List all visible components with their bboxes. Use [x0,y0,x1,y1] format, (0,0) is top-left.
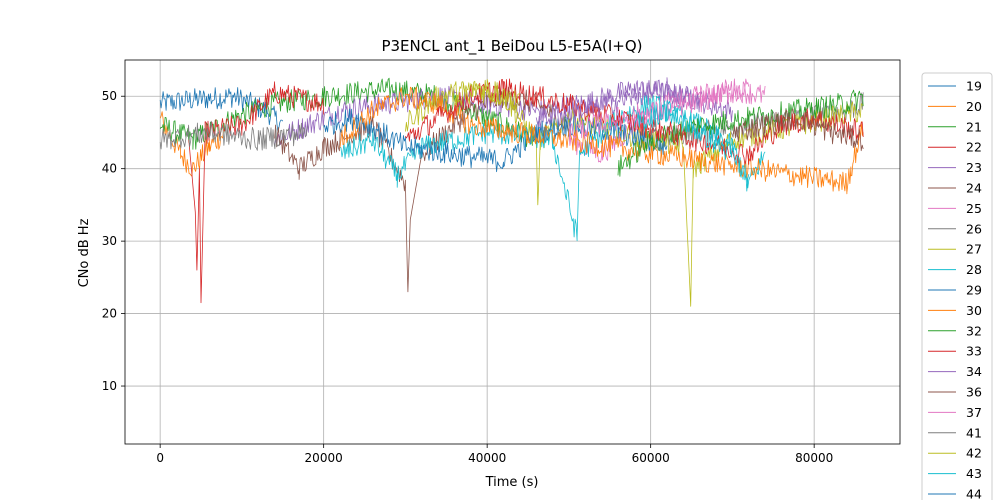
series-line-19 [159,87,284,133]
legend-label-26: 26 [966,221,982,236]
series-line-34 [535,77,701,129]
series-line-36 [732,108,864,152]
legend-label-41: 41 [966,425,982,440]
legend-label-21: 21 [966,119,982,134]
legend-label-23: 23 [966,160,982,175]
x-tick-label: 0 [156,451,164,465]
legend-label-30: 30 [966,303,982,318]
x-tick-label: 20000 [305,451,343,465]
series-line-43 [633,101,750,192]
legend-label-43: 43 [966,466,982,481]
series-line-28 [339,94,766,242]
y-tick-label: 40 [102,162,117,176]
series-line-26 [650,92,864,149]
legend-label-37: 37 [966,405,982,420]
series-line-22 [188,81,325,304]
plot-frame [124,59,901,445]
legend-label-33: 33 [966,344,982,359]
x-tick-label: 60000 [632,451,670,465]
x-axis-label: Time (s) [485,475,539,490]
legend-label-25: 25 [966,201,982,216]
axes-frame [124,59,901,445]
y-tick-label: 10 [102,379,117,393]
x-tick-label: 80000 [795,451,833,465]
legend-box [921,72,993,500]
y-axis-ticks: 10 20 30 40 50 [102,89,125,393]
legend-label-19: 19 [966,79,982,94]
series-line-42 [454,79,521,114]
legend-label-44: 44 [966,487,982,500]
legend-label-24: 24 [966,181,982,196]
legend: 19 20 21 22 23 24 25 26 27 28 29 30 32 33 34 36 37 41 42 43… [921,72,993,500]
legend-label-32: 32 [966,323,982,338]
legend-label-20: 20 [966,99,982,114]
chart-title: P3ENCL ant_1 BeiDou L5-E5A(I+Q) [381,37,642,56]
y-tick-label: 30 [102,234,117,248]
x-axis-ticks: 0 20000 40000 60000 80000 [156,444,833,465]
y-axis-label: CNo dB Hz [77,218,92,287]
series-line-29 [323,108,668,173]
legend-label-36: 36 [966,385,982,400]
legend-label-29: 29 [966,283,982,298]
series-line-24 [274,86,570,293]
legend-label-27: 27 [966,242,982,257]
legend-label-28: 28 [966,262,982,277]
series-line-41 [159,120,308,151]
series-line-27 [405,80,864,307]
series-layer [159,77,864,307]
series-line-32 [617,89,864,177]
legend-label-34: 34 [966,364,982,379]
series-line-37 [568,78,750,141]
series-line-33 [405,78,864,165]
series-line-30 [339,86,864,195]
legend-label-22: 22 [966,140,982,155]
y-tick-label: 20 [102,307,117,321]
y-tick-label: 50 [102,89,117,103]
x-tick-label: 40000 [468,451,506,465]
legend-label-42: 42 [966,446,982,461]
